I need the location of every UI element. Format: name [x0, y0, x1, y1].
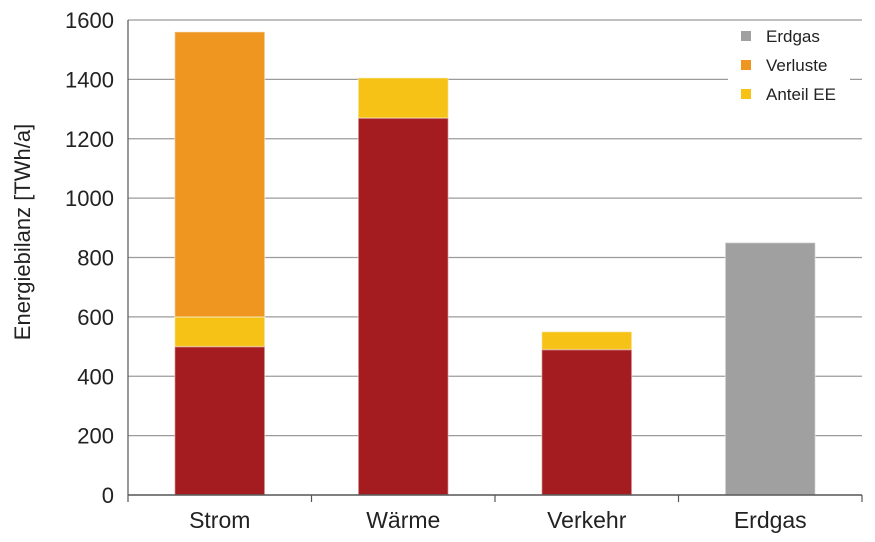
y-axis-label: Energiebilanz [TWh/a]	[10, 124, 35, 340]
y-tick-label: 0	[102, 483, 114, 508]
legend-label: Verluste	[766, 56, 827, 75]
bar-strom-base	[174, 345, 266, 496]
bar-wrme-anteil-ee	[357, 77, 449, 119]
bar-wrme-base	[357, 117, 449, 496]
y-tick-label: 200	[77, 424, 114, 449]
bar-verkehr-base	[541, 348, 633, 496]
y-tick-label: 400	[77, 364, 114, 389]
legend: Erdgas Verluste Anteil EE	[728, 22, 850, 114]
x-category-label: Strom	[189, 507, 250, 533]
x-category-label: Erdgas	[734, 507, 807, 533]
bar-strom-verluste	[174, 31, 266, 318]
legend-label: Anteil EE	[766, 85, 836, 104]
legend-swatch	[741, 31, 751, 41]
axes	[127, 20, 863, 502]
y-tick-label: 1600	[65, 8, 114, 33]
legend-label: Erdgas	[766, 27, 820, 46]
y-tick-labels: 0 200 400 600 800 1000 1200 1400 1600	[65, 8, 114, 508]
x-category-label: Wärme	[366, 507, 440, 533]
x-category-labels: Strom Wärme Verkehr Erdgas	[189, 507, 807, 533]
y-tick-label: 1000	[65, 186, 114, 211]
bar-erdgas-base	[724, 241, 816, 496]
x-category-label: Verkehr	[547, 507, 627, 533]
legend-swatch	[741, 60, 751, 70]
y-tick-label: 600	[77, 305, 114, 330]
bar-verkehr-anteil-ee	[541, 330, 633, 351]
bar-strom-anteil-ee	[174, 316, 266, 348]
y-tick-label: 1400	[65, 67, 114, 92]
y-tick-label: 1200	[65, 127, 114, 152]
y-tick-label: 800	[77, 246, 114, 271]
bars	[174, 31, 816, 496]
legend-swatch	[741, 89, 751, 99]
